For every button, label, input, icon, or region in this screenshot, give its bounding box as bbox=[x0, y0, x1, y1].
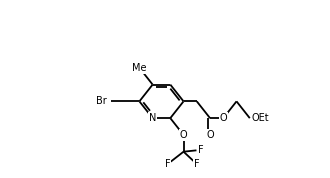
Text: N: N bbox=[149, 113, 156, 123]
Text: F: F bbox=[198, 145, 203, 155]
Text: OEt: OEt bbox=[251, 113, 269, 123]
Text: Br: Br bbox=[96, 96, 107, 106]
Text: F: F bbox=[165, 159, 171, 169]
Text: O: O bbox=[206, 130, 214, 140]
Text: O: O bbox=[180, 130, 187, 140]
Text: O: O bbox=[219, 113, 227, 123]
Text: F: F bbox=[194, 159, 200, 169]
Text: Me: Me bbox=[132, 63, 147, 73]
